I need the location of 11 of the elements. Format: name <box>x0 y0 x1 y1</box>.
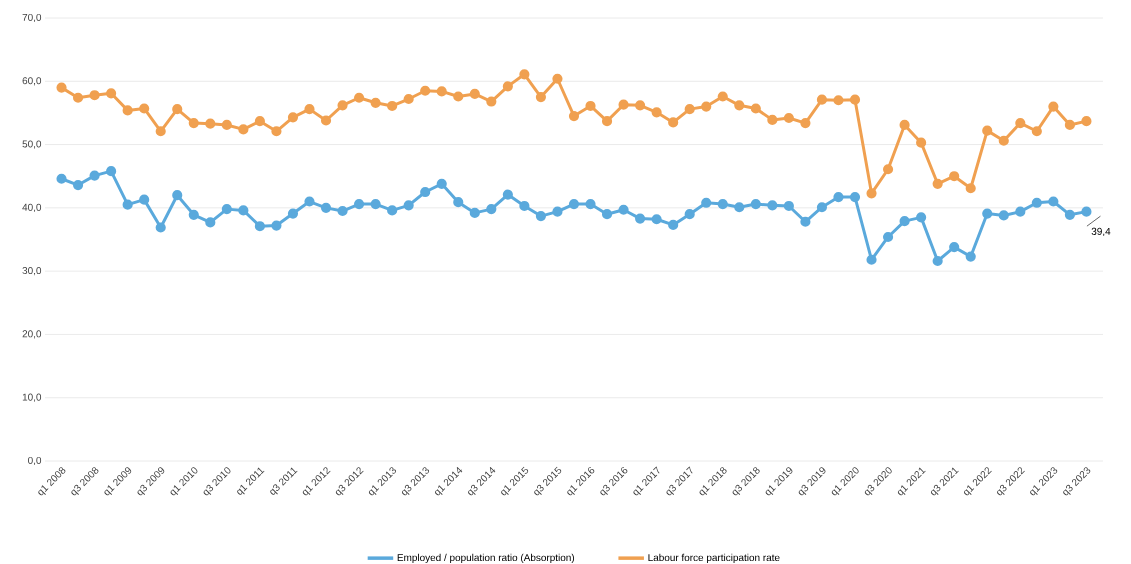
y-tick-label: 20,0 <box>22 330 42 339</box>
y-tick-label: 40,0 <box>22 203 42 212</box>
y-tick-label: 70,0 <box>22 13 42 23</box>
legend-label: Employed / population ratio (Absorption) <box>397 553 575 564</box>
y-tick-label: 60,0 <box>22 77 42 86</box>
annotation: 39,4 <box>1091 227 1111 237</box>
y-tick-label: 0,0 <box>28 456 42 466</box>
y-tick-label: 30,0 <box>22 267 42 276</box>
legend-label: Labour force participation rate <box>648 553 780 564</box>
y-tick-label: 10,0 <box>22 393 42 402</box>
y-tick-label: 50,0 <box>22 140 42 149</box>
